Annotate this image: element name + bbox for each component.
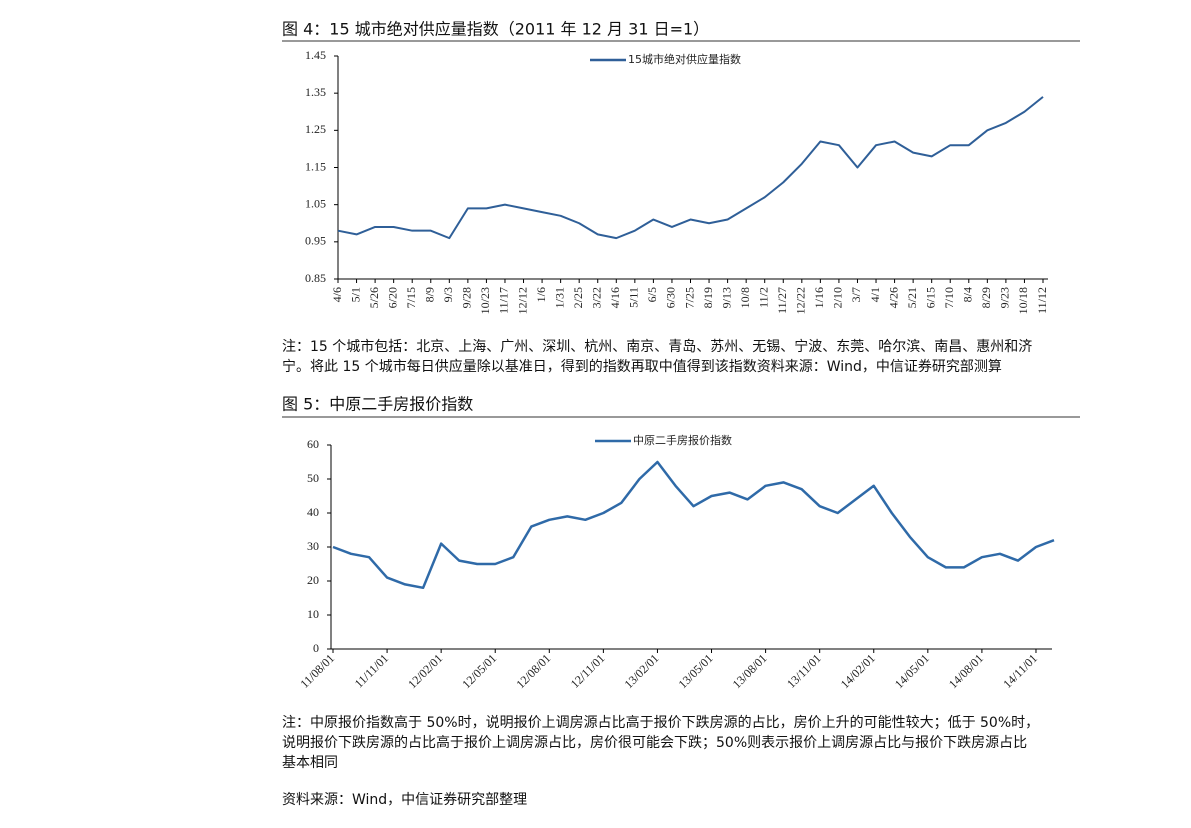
x-tick-label: 10/23	[478, 287, 492, 314]
x-tick-label: 5/11	[627, 287, 641, 308]
x-tick-label: 13/11/01	[784, 651, 824, 691]
x-tick-label: 5/21	[905, 287, 919, 308]
series-line	[332, 460, 1055, 590]
x-tick-label: 7/25	[682, 287, 696, 308]
y-tick-label: 0.85	[305, 271, 326, 285]
x-tick-label: 2/25	[571, 287, 585, 308]
x-tick-label: 3/22	[589, 287, 603, 308]
x-tick-label: 4/1	[868, 287, 882, 302]
y-tick-label: 1.05	[305, 196, 326, 210]
x-tick-label: 8/19	[701, 287, 715, 308]
note-line: 注：中原报价指数高于 50%时，说明报价上调房源占比高于报价下跌房源的占比，房价…	[282, 715, 1040, 731]
y-tick-label: 30	[307, 539, 319, 553]
x-tick-label: 14/02/01	[838, 651, 878, 691]
x-tick-label: 6/20	[385, 287, 399, 308]
x-tick-label: 5/1	[348, 287, 362, 302]
x-tick-label: 5/26	[367, 287, 381, 308]
y-tick-label: 60	[307, 437, 319, 451]
x-tick-label: 2/10	[831, 287, 845, 308]
x-tick-label: 10/18	[1016, 287, 1030, 314]
x-tick-label: 14/08/01	[946, 651, 986, 691]
x-tick-label: 13/05/01	[676, 651, 716, 691]
y-tick-label: 0.95	[305, 234, 326, 248]
note-line: 宁。将此 15 个城市每日供应量除以基准日，得到的指数再取中值得到该指数资料来源…	[282, 359, 1002, 375]
y-tick-label: 50	[307, 471, 319, 485]
y-tick-label: 20	[307, 573, 319, 587]
x-tick-label: 14/05/01	[892, 651, 932, 691]
x-tick-label: 4/26	[886, 287, 900, 308]
figure-title: 图 4：15 城市绝对供应量指数（2011 年 12 月 31 日=1）	[282, 20, 709, 39]
y-tick-label: 10	[307, 607, 319, 621]
x-tick-label: 12/08/01	[513, 651, 553, 691]
y-tick-label: 40	[307, 505, 319, 519]
source: 资料来源：Wind，中信证券研究部整理	[282, 792, 528, 808]
y-tick-label: 1.25	[305, 122, 326, 136]
x-tick-label: 14/11/01	[1000, 651, 1040, 691]
x-tick-label: 4/6	[330, 287, 344, 302]
x-tick-label: 11/11/01	[352, 651, 391, 690]
x-tick-label: 6/5	[645, 287, 659, 302]
x-tick-label: 10/8	[738, 287, 752, 308]
x-tick-label: 6/30	[664, 287, 678, 308]
y-tick-label: 1.15	[305, 159, 326, 173]
legend-label: 中原二手房报价指数	[633, 433, 732, 447]
note-1: 注：15 个城市包括：北京、上海、广州、深圳、杭州、南京、青岛、苏州、无锡、宁波…	[282, 337, 1032, 377]
x-tick-label: 9/28	[460, 287, 474, 308]
legend-label: 15城市绝对供应量指数	[628, 52, 741, 66]
x-tick-label: 9/3	[441, 287, 455, 302]
x-tick-label: 7/15	[404, 287, 418, 308]
x-tick-label: 8/9	[423, 287, 437, 302]
x-tick-label: 8/4	[961, 287, 975, 302]
x-tick-label: 9/23	[998, 287, 1012, 308]
y-tick-label: 1.45	[305, 48, 326, 62]
x-tick-label: 13/02/01	[621, 651, 661, 691]
x-tick-label: 13/08/01	[730, 651, 770, 691]
x-tick-label: 1/31	[552, 287, 566, 308]
x-tick-label: 8/29	[979, 287, 993, 308]
x-tick-label: 3/7	[849, 287, 863, 302]
x-tick-label: 12/22	[794, 287, 808, 314]
x-tick-label: 12/12	[515, 287, 529, 314]
note-line: 基本相同	[282, 755, 338, 771]
note-2: 注：中原报价指数高于 50%时，说明报价上调房源占比高于报价下跌房源的占比，房价…	[282, 713, 1039, 773]
series-line	[337, 96, 1044, 240]
x-tick-label: 9/13	[719, 287, 733, 308]
y-tick-label: 1.35	[305, 85, 326, 99]
x-tick-label: 7/10	[942, 287, 956, 308]
figure-title: 图 5：中原二手房报价指数	[282, 395, 473, 414]
y-tick-label: 0	[313, 641, 319, 655]
x-tick-label: 1/6	[534, 287, 548, 302]
x-tick-label: 12/05/01	[459, 651, 499, 691]
x-tick-label: 11/27	[775, 287, 789, 314]
x-tick-label: 1/16	[812, 287, 826, 308]
note-line: 注：15 个城市包括：北京、上海、广州、深圳、杭州、南京、青岛、苏州、无锡、宁波…	[282, 339, 1033, 355]
x-tick-label: 11/17	[497, 287, 511, 314]
x-tick-label: 11/12	[1035, 287, 1049, 314]
x-tick-label: 11/2	[756, 287, 770, 308]
x-tick-label: 4/16	[608, 287, 622, 308]
x-tick-label: 6/15	[923, 287, 937, 308]
x-tick-label: 12/02/01	[405, 651, 445, 691]
x-tick-label: 11/08/01	[297, 651, 337, 691]
note-line: 说明报价下跌房源的占比高于报价上调房源占比，房价很可能会下跌；50%则表示报价上…	[282, 735, 1028, 751]
x-tick-label: 12/11/01	[568, 651, 608, 691]
